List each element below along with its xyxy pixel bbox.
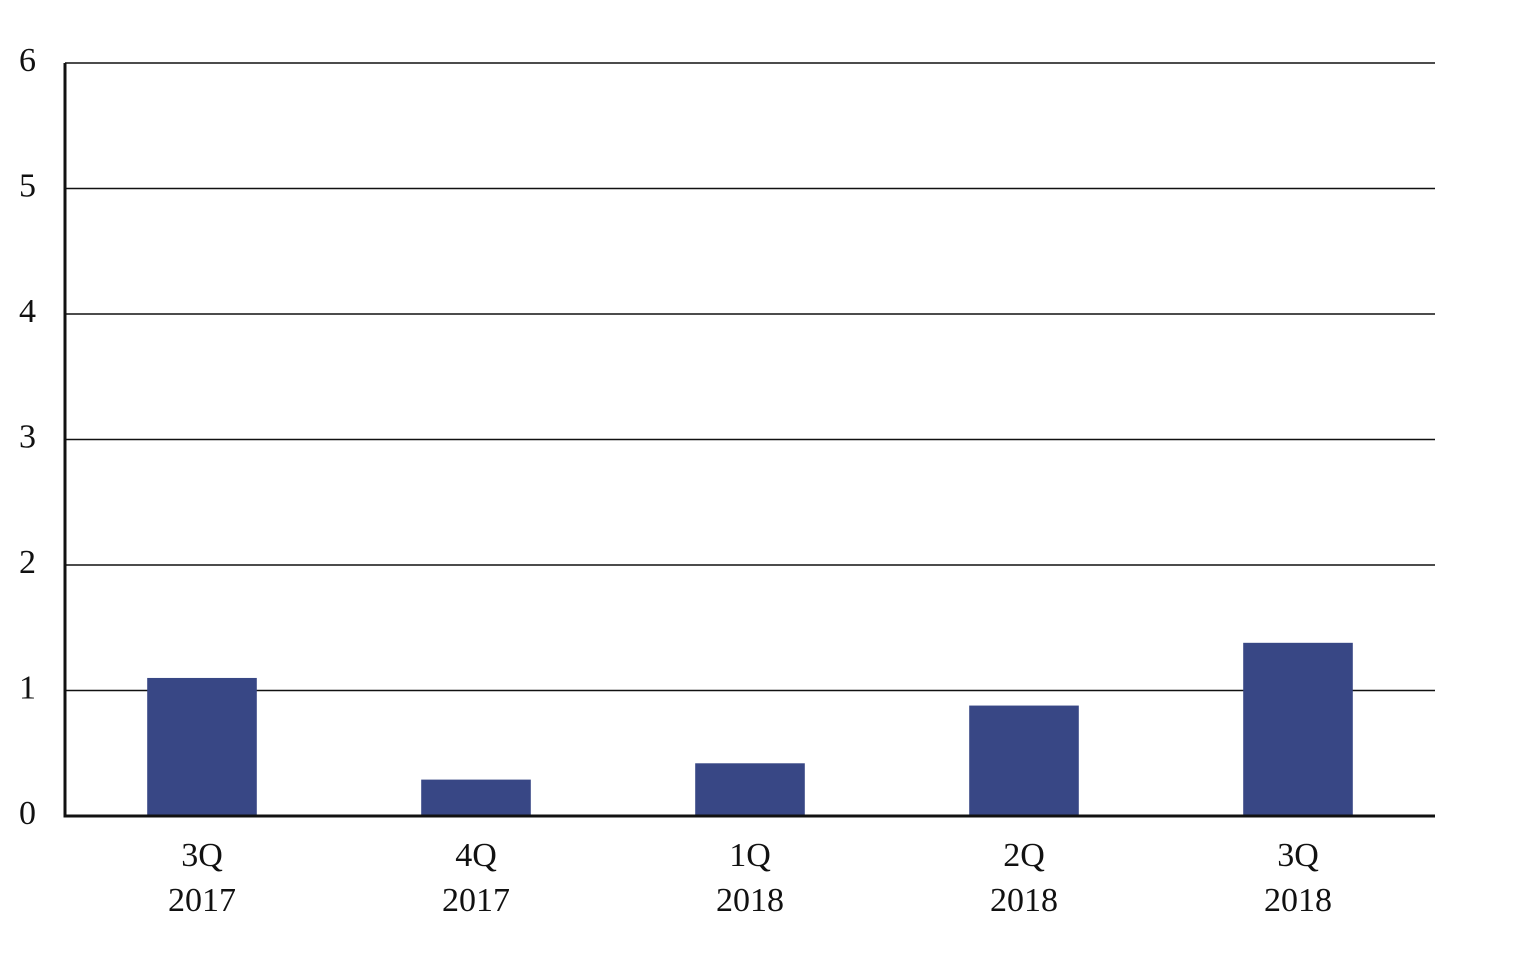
y-tick-label: 5 (19, 167, 36, 204)
y-tick-label: 1 (19, 669, 36, 706)
bar (421, 779, 531, 816)
x-tick-label: 2017 (442, 882, 510, 919)
y-tick-label: 4 (19, 293, 36, 330)
y-tick-label: 2 (19, 544, 36, 581)
bar (147, 677, 257, 816)
x-tick-label: 1Q (729, 837, 771, 874)
y-tick-label: 3 (19, 418, 36, 455)
x-tick-label: 3Q (1277, 837, 1319, 874)
x-tick-label: 3Q (181, 837, 223, 874)
x-tick-label: 2017 (168, 882, 236, 919)
bar (695, 763, 805, 816)
y-tick-label: 6 (19, 42, 36, 79)
x-tick-label: 2Q (1003, 837, 1045, 874)
bar (969, 705, 1079, 816)
x-tick-label: 4Q (455, 837, 497, 874)
x-tick-label: 2018 (990, 882, 1058, 919)
x-tick-label: 2018 (1264, 882, 1332, 919)
bar (1243, 642, 1353, 816)
x-tick-label: 2018 (716, 882, 784, 919)
y-tick-label: 0 (19, 795, 36, 832)
